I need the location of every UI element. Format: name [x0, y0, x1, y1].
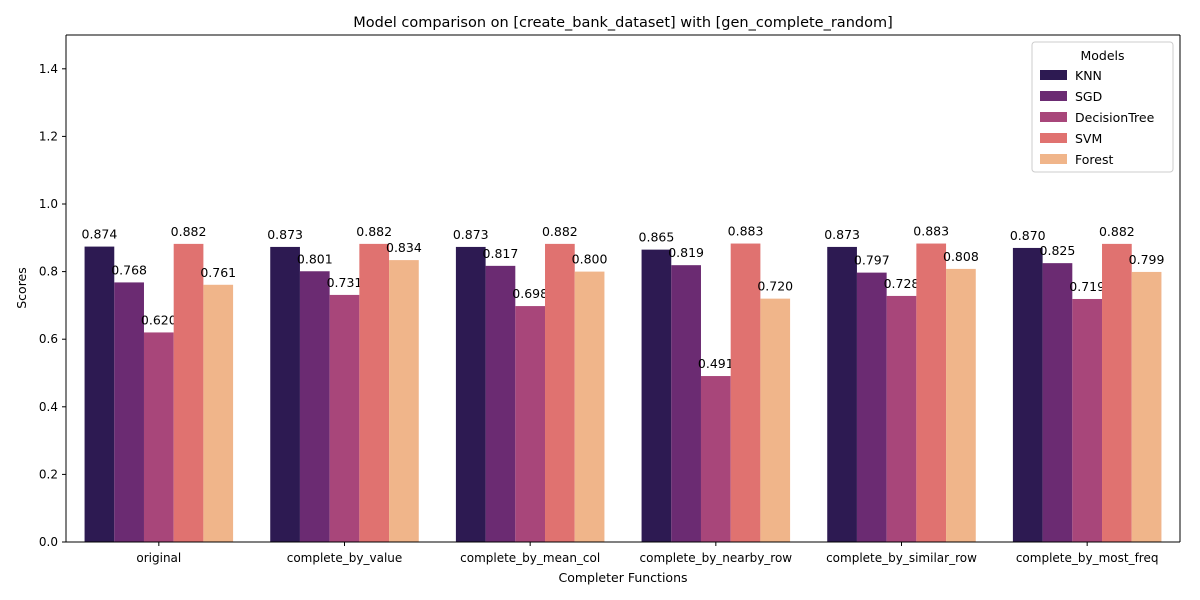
legend: Models KNN SGD DecisionTree SVM Forest [1031, 41, 1174, 173]
bar-value-label: 0.873 [824, 227, 860, 242]
legend-label: DecisionTree [1075, 110, 1155, 125]
y-tick-label: 1.2 [39, 129, 58, 143]
bar-value-label: 0.883 [728, 224, 764, 239]
bar [143, 332, 174, 542]
bar-value-label: 0.720 [757, 279, 793, 294]
bar [641, 249, 672, 542]
bar-value-label: 0.883 [913, 224, 949, 239]
legend-label: SVM [1075, 131, 1102, 146]
bar [1042, 263, 1073, 542]
legend-label: Forest [1075, 152, 1113, 167]
x-tick-label: complete_by_similar_row [826, 551, 977, 565]
plot-area: 0.874 0.873 0.873 0.865 0.873 0.870 0.768 0.801… [66, 34, 1181, 542]
bar [173, 243, 204, 542]
x-axis-title: Completer Functions [558, 570, 687, 585]
bar [329, 294, 360, 542]
bar-value-label: 0.819 [668, 245, 704, 260]
y-tick-label: 0.0 [39, 535, 58, 549]
bar-value-label: 0.728 [884, 276, 920, 291]
bar [856, 272, 887, 542]
legend-swatch [1040, 154, 1067, 164]
bar-value-label: 0.719 [1069, 279, 1105, 294]
bar [1012, 247, 1043, 542]
y-tick-label: 0.8 [39, 265, 58, 279]
bar-value-label: 0.620 [141, 312, 177, 327]
bar [455, 246, 486, 542]
bar-value-label: 0.870 [1010, 228, 1046, 243]
bar [485, 265, 516, 542]
bar-value-label: 0.882 [542, 224, 578, 239]
x-tick-label: complete_by_value [287, 551, 403, 565]
bar [946, 268, 976, 542]
bar-value-label: 0.799 [1129, 252, 1165, 267]
legend-title: Models [1080, 48, 1124, 63]
bar-value-label: 0.882 [171, 224, 207, 239]
x-tick-label: complete_by_most_freq [1016, 551, 1159, 565]
x-tick-label: original [136, 551, 181, 565]
bar [730, 243, 761, 542]
y-tick-label: 1.0 [39, 197, 58, 211]
y-tick-label: 1.4 [39, 62, 58, 76]
y-tick-label: 0.2 [39, 467, 58, 481]
legend-swatch [1040, 70, 1067, 80]
bar [114, 282, 144, 542]
bar [886, 295, 917, 542]
bar-value-label: 0.873 [453, 227, 489, 242]
bar-value-label: 0.834 [386, 240, 422, 255]
legend-label: SGD [1075, 89, 1102, 104]
bar-value-label: 0.768 [111, 262, 147, 277]
legend-swatch [1040, 112, 1067, 122]
x-tick-label: complete_by_nearby_row [640, 551, 793, 565]
bar [671, 265, 701, 542]
y-axis: 0.0 0.2 0.4 0.6 0.8 1.0 1.2 1.4 [39, 35, 67, 549]
y-tick-label: 0.6 [39, 332, 58, 346]
bar [545, 243, 575, 542]
bar [574, 271, 605, 542]
bar [299, 271, 330, 542]
bar-value-label: 0.761 [200, 265, 236, 280]
bar [389, 260, 419, 542]
bar [916, 243, 947, 542]
x-tick-label: complete_by_mean_col [460, 551, 600, 565]
bar [700, 376, 731, 542]
bar [270, 246, 300, 542]
bar-value-label: 0.882 [1099, 224, 1135, 239]
bar [760, 298, 791, 542]
bar-value-label: 0.874 [82, 227, 118, 242]
bar-value-label: 0.882 [356, 224, 392, 239]
bar-value-label: 0.491 [698, 356, 734, 371]
bar-value-label: 0.873 [267, 227, 303, 242]
bar-value-label: 0.825 [1040, 243, 1076, 258]
bar [1102, 243, 1132, 542]
bar-value-label: 0.698 [512, 286, 548, 301]
y-axis-title: Scores [14, 267, 29, 309]
bar-value-label: 0.731 [327, 275, 363, 290]
bar [84, 246, 115, 542]
y-tick-label: 0.4 [39, 400, 58, 414]
bar [1131, 271, 1162, 542]
legend-swatch [1040, 133, 1067, 143]
legend-box [1031, 41, 1174, 173]
legend-swatch [1040, 91, 1067, 101]
bar [203, 284, 234, 542]
bar-value-label: 0.797 [854, 253, 890, 268]
bar-value-label: 0.800 [572, 252, 608, 267]
bar-value-label: 0.865 [639, 230, 675, 245]
legend-label: KNN [1075, 68, 1102, 83]
bar-value-label: 0.808 [943, 249, 979, 264]
bar-value-label: 0.801 [297, 251, 333, 266]
bar [1072, 298, 1103, 542]
bar [827, 246, 857, 542]
bar [515, 306, 546, 542]
x-axis: original complete_by_value complete_by_mea… [66, 541, 1180, 565]
bar [359, 243, 390, 542]
bar-value-label: 0.817 [483, 246, 519, 261]
chart-title: Model comparison on [create_bank_dataset… [353, 15, 893, 31]
